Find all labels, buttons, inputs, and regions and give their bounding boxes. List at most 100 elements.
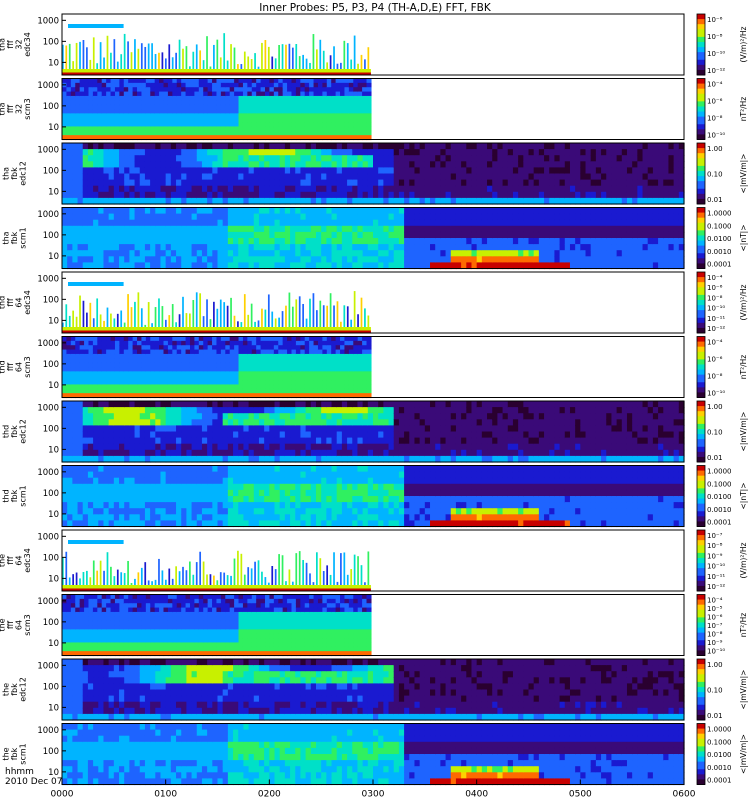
spectrogram-cell [93, 238, 99, 245]
spectrogram-cell [186, 149, 193, 156]
spectrogram-cell [309, 362, 315, 368]
spectral-column [86, 47, 88, 75]
spectrogram-cell [75, 388, 81, 394]
spectrogram-cell [87, 455, 94, 463]
spectrogram-cell [159, 104, 165, 110]
spectrogram-cell [82, 167, 89, 175]
spectrogram-cell [264, 143, 270, 150]
spectrogram-cell [256, 353, 262, 359]
spectrogram-cell [207, 161, 213, 168]
spectrogram-cell [352, 191, 359, 199]
spectrogram-cell [366, 380, 372, 386]
spectrogram-cell [264, 167, 270, 175]
spectrogram-cell [212, 238, 219, 245]
spectrogram-cell [383, 173, 390, 181]
spectrogram-cell [82, 413, 89, 420]
spectrogram-cell [601, 191, 607, 199]
spectrogram-cell [79, 91, 85, 97]
spectrogram-cell [212, 393, 218, 399]
spectrogram-cell [101, 388, 107, 394]
spectrogram-cell [282, 393, 288, 399]
panel-label-line: thd [0, 296, 6, 309]
spectrogram-cell [98, 455, 105, 463]
spectrogram-cell [139, 256, 146, 263]
spectrogram-cell [575, 219, 581, 227]
spectrogram-cell [75, 82, 81, 88]
spectrogram-cell [290, 197, 296, 205]
spectrogram-cell [258, 231, 265, 239]
spectrogram-cell [217, 155, 224, 162]
spectrogram-cell [265, 375, 271, 381]
spectrogram-cell [310, 149, 317, 156]
spectrogram-cell [181, 191, 187, 199]
spectrogram-cell [93, 155, 99, 162]
spectrogram-cell [106, 100, 112, 106]
spectrogram-cell [207, 375, 213, 381]
spectrogram-cell [569, 191, 576, 199]
spectrogram-cell [170, 185, 177, 193]
spectrogram-cell [67, 407, 73, 414]
spectrogram-cell [181, 219, 187, 227]
spectrogram-cell [414, 262, 421, 270]
spectrogram-cell [154, 353, 160, 359]
spectrogram-cell [84, 91, 90, 97]
spectrogram-cell [185, 388, 191, 394]
spectrogram-cell [251, 358, 257, 364]
spectrogram-cell [668, 179, 675, 187]
spectrogram-cell [77, 449, 84, 457]
spectrogram-cell [98, 256, 105, 263]
spectrogram-cell [62, 179, 68, 187]
spectrogram-cell [217, 256, 224, 263]
spectrogram-cell [139, 149, 146, 156]
spectrogram-cell [82, 191, 89, 199]
spectrogram-cell [119, 425, 125, 433]
spectral-column [257, 320, 260, 333]
spectrogram-cell [284, 197, 291, 205]
spectrogram-cell [322, 336, 328, 342]
spectrogram-cell [189, 135, 195, 141]
spectrogram-cell [362, 185, 369, 193]
spectrogram-cell [201, 143, 208, 150]
spectrogram-cell [274, 173, 281, 181]
spectrogram-cell [393, 238, 400, 245]
spectrogram-cell [88, 393, 94, 399]
colorbar-segment [697, 29, 705, 33]
spectrogram-cell [258, 197, 265, 205]
spectrogram-cell [114, 362, 120, 368]
spectrogram-cell [238, 91, 244, 97]
colorbar-frame [696, 13, 706, 76]
spectrogram-cell [533, 219, 540, 227]
spectrogram-cell [87, 449, 94, 457]
colorbar-segment [697, 258, 705, 262]
spectrogram-cell [216, 113, 222, 119]
spectrogram-cell [62, 388, 68, 394]
spectrogram-cell [569, 225, 576, 233]
spectrogram-cell [658, 185, 664, 193]
panel-label-line: 32 [14, 39, 23, 49]
spectral-column [226, 305, 229, 333]
spectrogram-cell [315, 173, 322, 181]
spectrogram-cell [335, 353, 341, 359]
spectrogram-cell [189, 82, 195, 88]
spectrogram-cell [554, 191, 561, 199]
spectrogram-cell [366, 87, 372, 93]
spectrogram-cell [273, 117, 279, 123]
spectrogram-cell [155, 225, 162, 233]
spectrogram-cell [155, 197, 162, 205]
spectrogram-cell [362, 109, 368, 114]
spectrogram-cell [75, 122, 81, 128]
spectrogram-cell [398, 244, 405, 251]
spectrogram-cell [549, 207, 556, 215]
spectrogram-cell [348, 117, 354, 123]
spectrogram-cell [98, 419, 105, 426]
spectrogram-cell [233, 167, 239, 175]
spectrogram-cell [326, 135, 332, 141]
spectrogram-cell [300, 122, 306, 128]
spectrogram-cell [445, 155, 452, 162]
spectrogram-cell [216, 126, 222, 132]
spectrogram-cell [642, 161, 649, 168]
spectrogram-cell [225, 104, 231, 110]
spectrogram-cell [559, 262, 566, 270]
spectrogram-cell [66, 104, 72, 110]
spectrogram-cell [137, 367, 143, 372]
